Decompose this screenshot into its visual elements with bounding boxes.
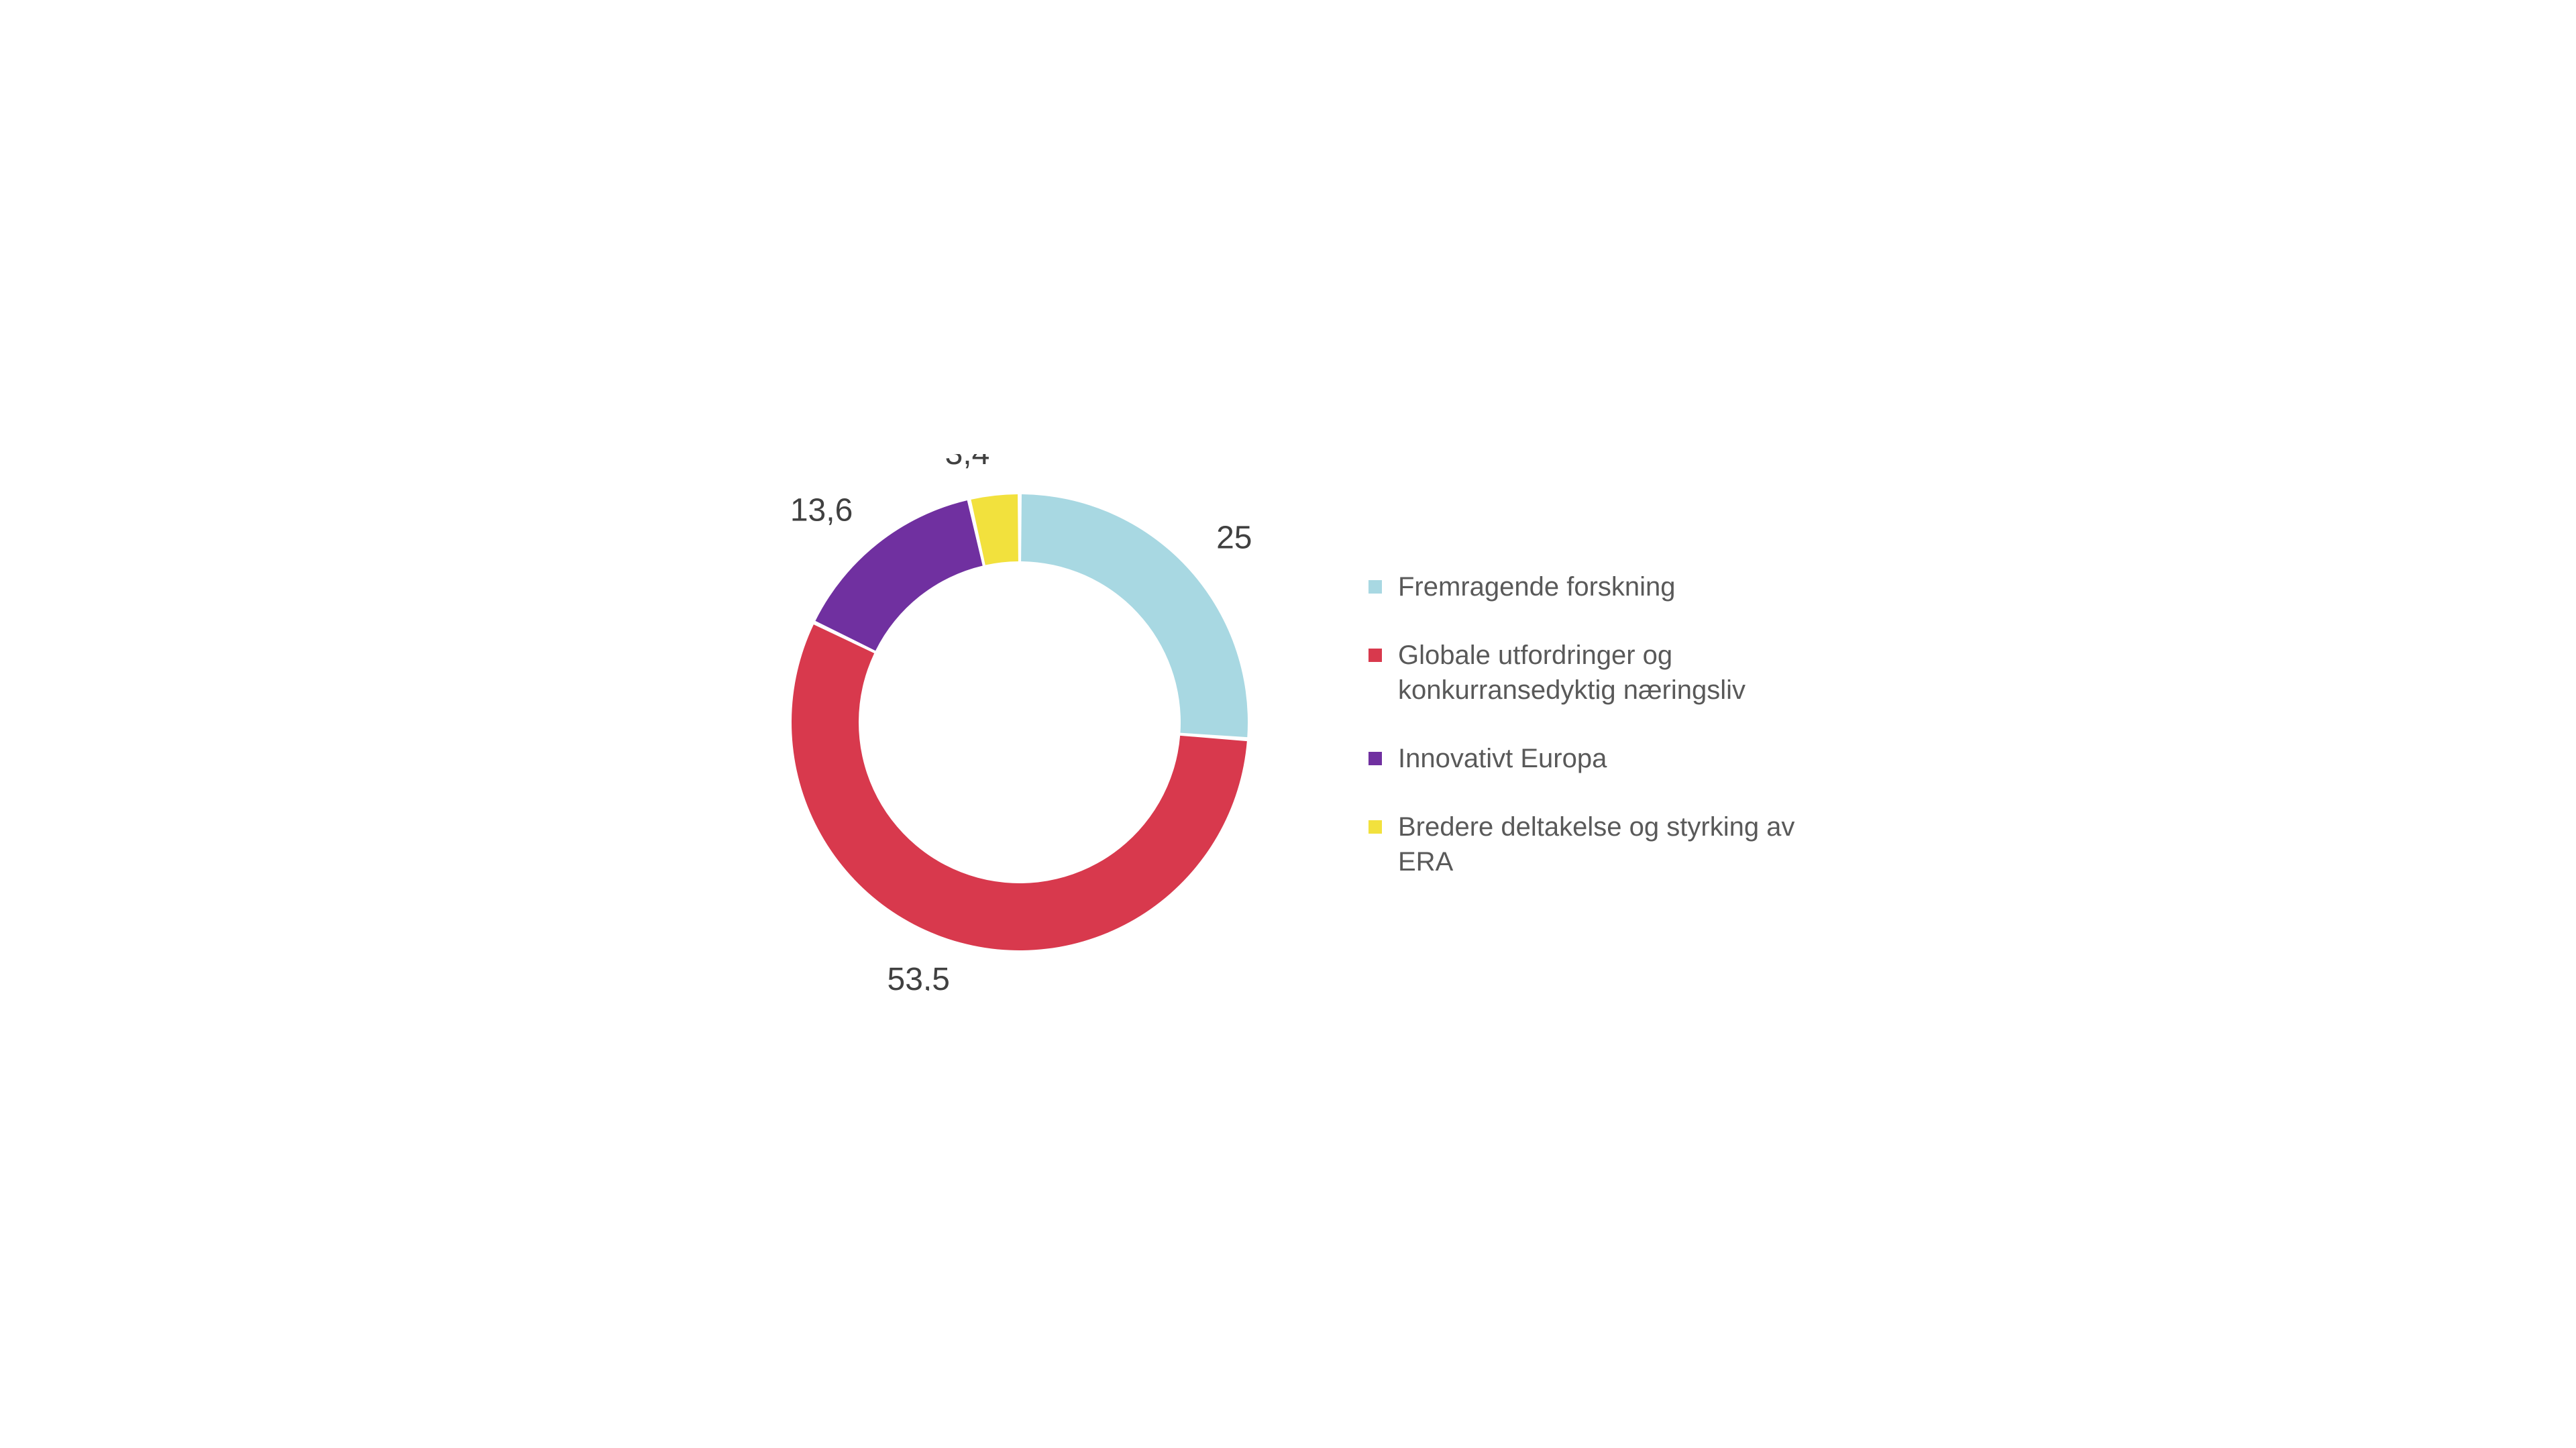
- legend-item: Bredere deltakelse og styrking av ERA: [1368, 810, 1825, 879]
- legend-label: Fremragende forskning: [1398, 569, 1676, 604]
- donut-slice: [1021, 494, 1248, 737]
- slice-label: 25: [1216, 520, 1252, 555]
- donut-svg: 25 53,5 13,6 3,4: [751, 454, 1288, 991]
- legend-swatch: [1368, 580, 1382, 594]
- legend-swatch: [1368, 649, 1382, 662]
- legend-label: Innovativt Europa: [1398, 741, 1607, 776]
- slice-label: 3,4: [945, 454, 990, 471]
- slice-label: 53,5: [888, 962, 950, 991]
- donut-chart: 25 53,5 13,6 3,4: [751, 454, 1288, 994]
- legend: Fremragende forskning Globale utfordringe…: [1368, 569, 1825, 879]
- legend-item: Innovativt Europa: [1368, 741, 1825, 776]
- legend-swatch: [1368, 820, 1382, 834]
- slice-label: 13,6: [790, 492, 853, 528]
- legend-item: Fremragende forskning: [1368, 569, 1825, 604]
- legend-label: Globale utfordringer og konkurransedykti…: [1398, 638, 1825, 708]
- legend-label: Bredere deltakelse og styrking av ERA: [1398, 810, 1825, 879]
- legend-swatch: [1368, 752, 1382, 765]
- legend-item: Globale utfordringer og konkurransedykti…: [1368, 638, 1825, 708]
- chart-container: 25 53,5 13,6 3,4 Fremragende forskning Globa…: [0, 0, 2576, 1448]
